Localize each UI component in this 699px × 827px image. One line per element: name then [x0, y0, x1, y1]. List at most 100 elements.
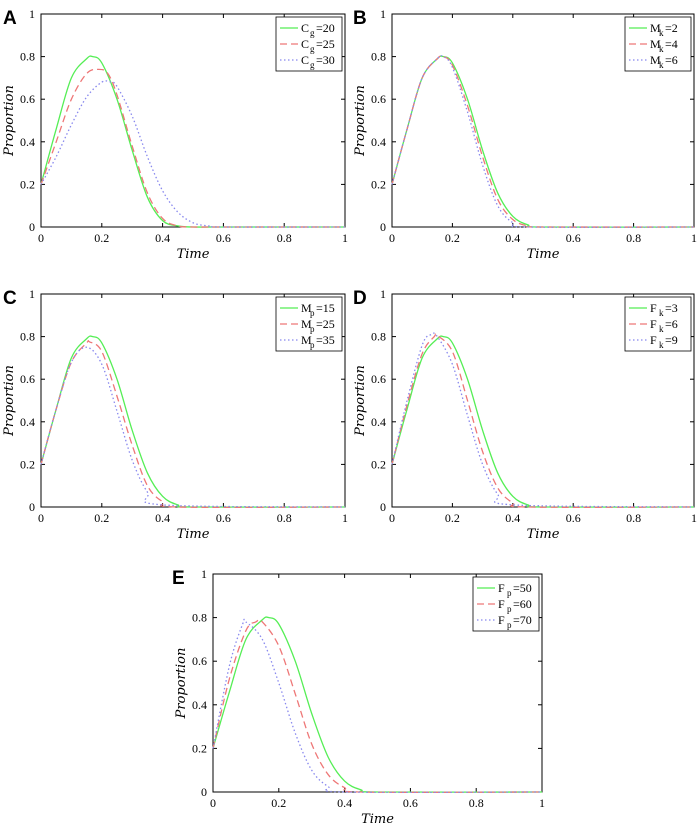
y-tick-label: 0.6 [371, 372, 386, 386]
panel-letter: A [3, 8, 17, 29]
legend-label-value: =4 [665, 37, 678, 51]
x-tick-label: 0.8 [626, 231, 641, 245]
y-tick-label: 0 [380, 220, 386, 234]
y-tick-label: 0.6 [192, 654, 207, 668]
x-tick-label: 0.4 [505, 231, 520, 245]
x-tick-label: 0.2 [445, 511, 460, 525]
x-tick-label: 0.2 [271, 796, 286, 810]
legend-label-value: =25 [316, 317, 335, 331]
y-tick-label: 0 [201, 785, 207, 799]
legend-label-value: =2 [665, 21, 678, 35]
y-tick-label: 0.2 [371, 177, 386, 191]
y-tick-label: 0.2 [371, 457, 386, 471]
legend-label-main: M [301, 301, 312, 315]
legend-label-value: =20 [316, 21, 335, 35]
legend-label-sub: p [310, 308, 315, 318]
series-line-1 [40, 335, 346, 508]
y-axis-label: Proportion [2, 85, 17, 157]
panel-letter: E [172, 568, 185, 589]
y-tick-label: 0.2 [192, 741, 207, 755]
legend-label-main: C [301, 53, 309, 67]
panel-letter: C [3, 288, 17, 309]
x-tick-label: 0.6 [216, 231, 231, 245]
series-line-1 [212, 616, 543, 793]
panel-a: A 0 0.2 0.4 0.6 0.8 1 0 0.2 0.4 0.6 0.8 1 Time Proport… [2, 7, 348, 262]
legend-label-main: M [301, 317, 312, 331]
x-tick-label: 0.8 [469, 796, 484, 810]
x-tick-label: 0.4 [155, 511, 170, 525]
x-tick-label: 0.6 [566, 511, 581, 525]
x-tick-label: 1 [539, 796, 545, 810]
y-axis-label: Proportion [174, 648, 189, 720]
legend-label-main: M [650, 37, 661, 51]
y-tick-label: 0.4 [20, 415, 35, 429]
y-axis-label: Proportion [353, 365, 368, 437]
panel-letter: D [353, 288, 367, 309]
legend-label-sub: p [507, 588, 512, 598]
legend-label-value: =50 [513, 581, 532, 595]
panel-d: D 0 0.2 0.4 0.6 0.8 1 0 0.2 0.4 0.6 0.8 1 Time Proport… [353, 287, 697, 542]
y-tick-label: 0.4 [20, 135, 35, 149]
y-tick-label: 0.8 [371, 330, 386, 344]
y-tick-label: 0.6 [371, 92, 386, 106]
legend-label-main: M [301, 333, 312, 347]
y-tick-label: 0.8 [371, 50, 386, 64]
legend-label-value: =25 [316, 37, 335, 51]
legend-label-sub: k [659, 308, 664, 318]
y-tick-label: 0.8 [20, 330, 35, 344]
series-line-1 [391, 335, 695, 508]
y-tick-label: 0.4 [192, 698, 207, 712]
x-tick-label: 0 [210, 796, 216, 810]
legend-label-sub: k [659, 324, 664, 334]
legend-label-main: F [650, 317, 657, 331]
x-tick-label: 0.6 [566, 231, 581, 245]
x-tick-label: 1 [342, 231, 348, 245]
legend-label-value: =3 [665, 301, 678, 315]
legend-label-main: M [650, 21, 661, 35]
legend-label-main: C [301, 21, 309, 35]
x-tick-label: 0 [38, 231, 44, 245]
legend-label-main: F [498, 581, 505, 595]
legend-label-sub: k [659, 60, 664, 70]
legend-label-sub: p [507, 620, 512, 630]
x-tick-label: 0 [389, 231, 395, 245]
legend-label-sub: p [310, 324, 315, 334]
x-tick-label: 0.6 [216, 511, 231, 525]
y-tick-label: 0.6 [20, 92, 35, 106]
legend-label-value: =30 [316, 53, 335, 67]
y-axis-label: Proportion [353, 85, 368, 157]
legend-label-sub: k [659, 340, 664, 350]
x-tick-label: 0 [389, 511, 395, 525]
y-tick-label: 0 [29, 220, 35, 234]
panel-b: B 0 0.2 0.4 0.6 0.8 1 0 0.2 0.4 0.6 0.8 1 Time Proport… [353, 7, 697, 262]
series-line-3 [391, 332, 695, 508]
legend-label-value: =6 [665, 317, 678, 331]
series-line-2 [212, 619, 543, 793]
legend-label-main: M [650, 53, 661, 67]
x-tick-label: 0.2 [94, 511, 109, 525]
panel-e: E 0 0.2 0.4 0.6 0.8 1 0 0.2 0.4 0.6 0.8 1 Time Proport… [172, 567, 545, 827]
series-line-2 [40, 340, 346, 509]
x-tick-label: 0.8 [277, 511, 292, 525]
x-tick-label: 1 [342, 511, 348, 525]
legend-label-value: =6 [665, 53, 678, 67]
y-tick-label: 0.2 [20, 457, 35, 471]
legend-label-sub: g [310, 60, 315, 70]
x-axis-label: Time [177, 247, 210, 262]
legend-label-main: F [498, 597, 505, 611]
panel-letter: B [353, 8, 367, 29]
x-axis-label: Time [527, 247, 560, 262]
legend-label-sub: k [659, 44, 664, 54]
legend-label-main: F [498, 613, 505, 627]
x-tick-label: 0.4 [505, 511, 520, 525]
series-line-3 [40, 80, 346, 228]
y-tick-label: 0.8 [20, 50, 35, 64]
x-tick-label: 0.2 [94, 231, 109, 245]
x-axis-label: Time [177, 527, 210, 542]
x-tick-label: 0 [38, 511, 44, 525]
legend-label-value: =9 [665, 333, 678, 347]
